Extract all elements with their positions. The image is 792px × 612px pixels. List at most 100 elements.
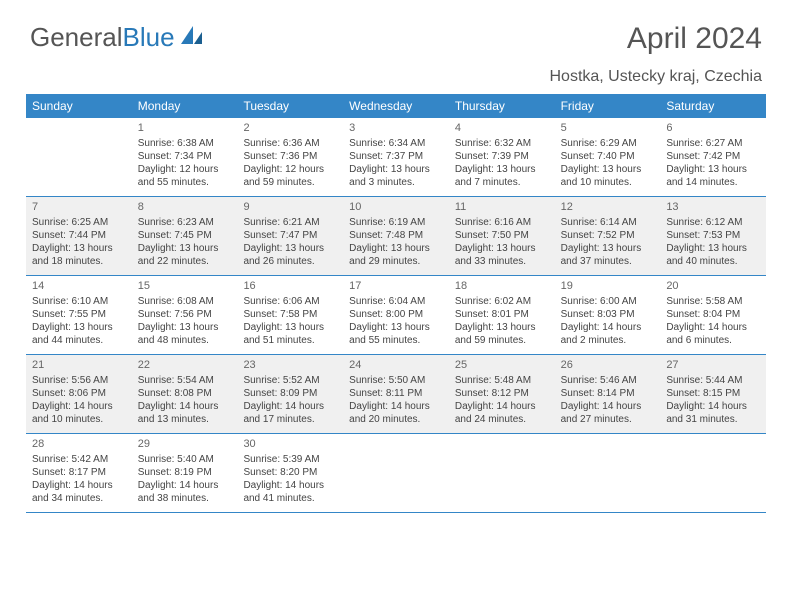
day-detail-line: Daylight: 13 hours	[455, 321, 549, 334]
day-header-cell: Sunday	[26, 94, 132, 118]
day-cell	[555, 434, 661, 512]
day-detail-line: Daylight: 13 hours	[138, 321, 232, 334]
day-detail-line: Sunrise: 5:54 AM	[138, 374, 232, 387]
day-cell	[343, 434, 449, 512]
day-detail-line: and 3 minutes.	[349, 176, 443, 189]
day-detail-line: and 29 minutes.	[349, 255, 443, 268]
header: GeneralBlue April 2024	[0, 0, 792, 62]
day-detail-line: Sunset: 8:04 PM	[666, 308, 760, 321]
day-detail-line: and 59 minutes.	[243, 176, 337, 189]
day-detail-line: Sunrise: 5:42 AM	[32, 453, 126, 466]
day-detail-line: Sunrise: 6:32 AM	[455, 137, 549, 150]
day-detail-line: and 33 minutes.	[455, 255, 549, 268]
day-detail-line: Daylight: 14 hours	[666, 400, 760, 413]
day-detail-line: Sunrise: 5:56 AM	[32, 374, 126, 387]
day-cell: 5Sunrise: 6:29 AMSunset: 7:40 PMDaylight…	[555, 118, 661, 196]
day-number: 20	[666, 279, 760, 294]
day-detail-line: and 17 minutes.	[243, 413, 337, 426]
month-title: April 2024	[627, 22, 762, 56]
day-detail-line: and 27 minutes.	[561, 413, 655, 426]
day-detail-line: Sunset: 7:48 PM	[349, 229, 443, 242]
day-cell: 16Sunrise: 6:06 AMSunset: 7:58 PMDayligh…	[237, 276, 343, 354]
week-row: 21Sunrise: 5:56 AMSunset: 8:06 PMDayligh…	[26, 355, 766, 434]
day-detail-line: Daylight: 13 hours	[32, 321, 126, 334]
logo-text-2: Blue	[123, 22, 175, 53]
day-cell: 30Sunrise: 5:39 AMSunset: 8:20 PMDayligh…	[237, 434, 343, 512]
day-detail-line: Sunrise: 6:02 AM	[455, 295, 549, 308]
day-detail-line: Sunset: 8:15 PM	[666, 387, 760, 400]
day-detail-line: Sunrise: 6:14 AM	[561, 216, 655, 229]
day-detail-line: Sunrise: 6:38 AM	[138, 137, 232, 150]
day-detail-line: Sunrise: 5:40 AM	[138, 453, 232, 466]
day-detail-line: and 37 minutes.	[561, 255, 655, 268]
week-row: 1Sunrise: 6:38 AMSunset: 7:34 PMDaylight…	[26, 118, 766, 197]
day-detail-line: Sunrise: 6:10 AM	[32, 295, 126, 308]
day-detail-line: and 14 minutes.	[666, 176, 760, 189]
day-number: 14	[32, 279, 126, 294]
day-detail-line: Sunset: 7:45 PM	[138, 229, 232, 242]
day-detail-line: Sunset: 7:42 PM	[666, 150, 760, 163]
day-detail-line: Daylight: 14 hours	[32, 479, 126, 492]
day-detail-line: Sunset: 7:50 PM	[455, 229, 549, 242]
week-row: 28Sunrise: 5:42 AMSunset: 8:17 PMDayligh…	[26, 434, 766, 513]
day-detail-line: Daylight: 13 hours	[349, 163, 443, 176]
day-number: 9	[243, 200, 337, 215]
day-detail-line: Sunrise: 6:19 AM	[349, 216, 443, 229]
day-cell: 2Sunrise: 6:36 AMSunset: 7:36 PMDaylight…	[237, 118, 343, 196]
day-detail-line: Sunrise: 6:21 AM	[243, 216, 337, 229]
day-detail-line: Sunset: 8:14 PM	[561, 387, 655, 400]
day-detail-line: and 51 minutes.	[243, 334, 337, 347]
logo: GeneralBlue	[30, 22, 205, 53]
day-number: 4	[455, 121, 549, 136]
day-number: 19	[561, 279, 655, 294]
day-detail-line: Sunset: 8:17 PM	[32, 466, 126, 479]
day-number: 25	[455, 358, 549, 373]
day-detail-line: Sunrise: 6:06 AM	[243, 295, 337, 308]
day-cell: 21Sunrise: 5:56 AMSunset: 8:06 PMDayligh…	[26, 355, 132, 433]
day-detail-line: Sunrise: 5:46 AM	[561, 374, 655, 387]
day-cell: 20Sunrise: 5:58 AMSunset: 8:04 PMDayligh…	[660, 276, 766, 354]
day-detail-line: Sunrise: 5:39 AM	[243, 453, 337, 466]
day-header-cell: Wednesday	[343, 94, 449, 118]
day-cell: 8Sunrise: 6:23 AMSunset: 7:45 PMDaylight…	[132, 197, 238, 275]
day-detail-line: and 22 minutes.	[138, 255, 232, 268]
day-detail-line: and 20 minutes.	[349, 413, 443, 426]
day-number: 12	[561, 200, 655, 215]
day-number: 2	[243, 121, 337, 136]
day-number: 3	[349, 121, 443, 136]
day-detail-line: Sunrise: 6:12 AM	[666, 216, 760, 229]
day-number: 15	[138, 279, 232, 294]
day-detail-line: Sunset: 7:58 PM	[243, 308, 337, 321]
day-detail-line: Sunrise: 6:29 AM	[561, 137, 655, 150]
day-cell: 19Sunrise: 6:00 AMSunset: 8:03 PMDayligh…	[555, 276, 661, 354]
day-detail-line: Daylight: 13 hours	[666, 163, 760, 176]
day-detail-line: Sunset: 7:55 PM	[32, 308, 126, 321]
day-detail-line: Daylight: 13 hours	[32, 242, 126, 255]
day-cell	[449, 434, 555, 512]
day-detail-line: and 41 minutes.	[243, 492, 337, 505]
day-number: 11	[455, 200, 549, 215]
day-cell: 10Sunrise: 6:19 AMSunset: 7:48 PMDayligh…	[343, 197, 449, 275]
day-cell: 3Sunrise: 6:34 AMSunset: 7:37 PMDaylight…	[343, 118, 449, 196]
day-number: 1	[138, 121, 232, 136]
day-header-cell: Monday	[132, 94, 238, 118]
day-detail-line: Daylight: 14 hours	[243, 400, 337, 413]
day-cell: 27Sunrise: 5:44 AMSunset: 8:15 PMDayligh…	[660, 355, 766, 433]
day-detail-line: Sunset: 8:06 PM	[32, 387, 126, 400]
day-detail-line: and 38 minutes.	[138, 492, 232, 505]
day-detail-line: Sunset: 8:20 PM	[243, 466, 337, 479]
day-header-cell: Thursday	[449, 94, 555, 118]
day-detail-line: Sunrise: 6:08 AM	[138, 295, 232, 308]
day-number: 10	[349, 200, 443, 215]
day-detail-line: Sunset: 8:00 PM	[349, 308, 443, 321]
day-cell	[26, 118, 132, 196]
day-cell: 13Sunrise: 6:12 AMSunset: 7:53 PMDayligh…	[660, 197, 766, 275]
day-detail-line: Sunset: 7:53 PM	[666, 229, 760, 242]
day-detail-line: and 44 minutes.	[32, 334, 126, 347]
day-detail-line: Sunrise: 6:34 AM	[349, 137, 443, 150]
day-detail-line: Sunset: 8:03 PM	[561, 308, 655, 321]
day-detail-line: and 48 minutes.	[138, 334, 232, 347]
day-detail-line: Daylight: 14 hours	[561, 321, 655, 334]
day-detail-line: and 6 minutes.	[666, 334, 760, 347]
day-cell: 26Sunrise: 5:46 AMSunset: 8:14 PMDayligh…	[555, 355, 661, 433]
